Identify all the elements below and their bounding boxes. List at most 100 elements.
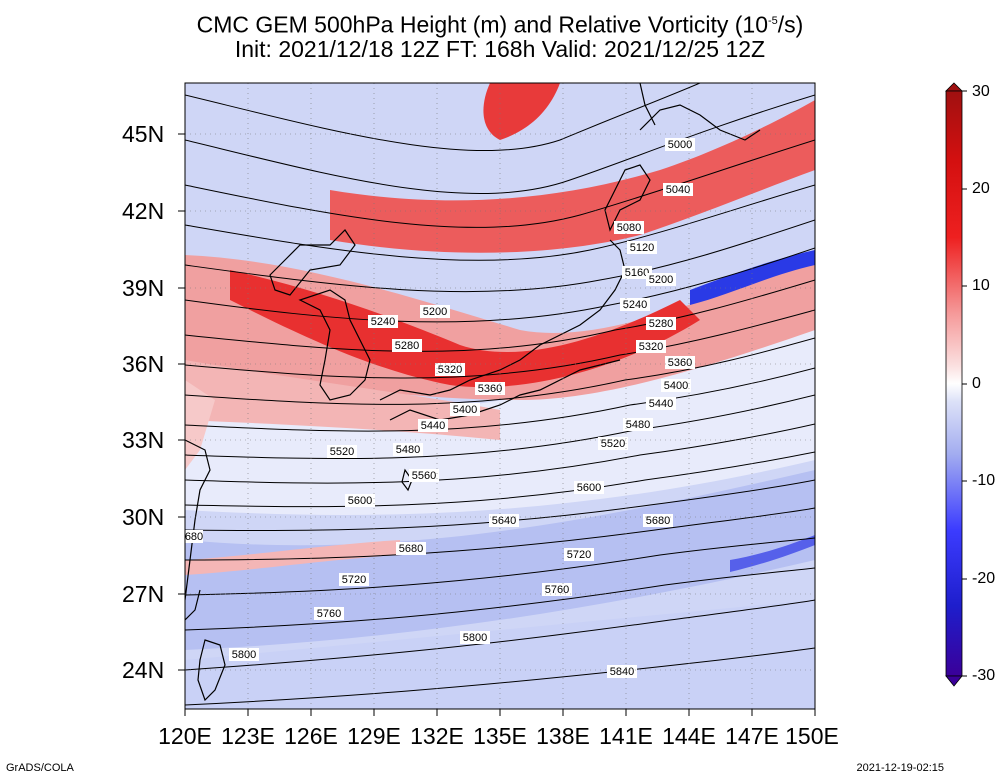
lon-label-123e: 123E xyxy=(221,723,275,749)
contour-label: 5720 xyxy=(564,548,594,561)
south-blue-band xyxy=(185,600,815,709)
lon-label-129e: 129E xyxy=(347,723,401,749)
contour-label: 5600 xyxy=(574,481,604,494)
svg-text:5520: 5520 xyxy=(601,438,625,450)
colorbar-label-0: 0 xyxy=(972,375,981,392)
contour-label: 5200 xyxy=(646,273,676,286)
svg-text:5600: 5600 xyxy=(577,482,601,494)
lon-label-126e: 126E xyxy=(284,723,338,749)
contour-labels-right: 5000 5040 5080 5120 5160 5200 5240 5280 … xyxy=(460,138,695,644)
svg-text:5440: 5440 xyxy=(649,398,673,410)
contour-label: 5800 xyxy=(460,631,490,644)
lat-label-24n: 24N xyxy=(122,657,165,683)
svg-text:5720: 5720 xyxy=(567,549,591,561)
map-title: CMC GEM 500hPa Height (m) and Relative V… xyxy=(196,11,804,38)
contour-label: 5640 xyxy=(489,514,519,527)
contour-label: 5360 xyxy=(475,382,505,395)
contour-label: 5400 xyxy=(661,379,691,392)
northern-jet-belt xyxy=(330,100,815,253)
contour-label: 5760 xyxy=(314,607,344,620)
svg-text:5840: 5840 xyxy=(610,666,634,678)
colorbar xyxy=(945,82,967,687)
svg-text:5760: 5760 xyxy=(317,608,341,620)
contour-label: 5240 xyxy=(620,298,650,311)
svg-text:5560: 5560 xyxy=(412,470,436,482)
axis-ticks xyxy=(178,133,816,716)
svg-text:5200: 5200 xyxy=(423,306,447,318)
colorbar-top-arrow xyxy=(945,82,963,92)
software-credit: GrADS/COLA xyxy=(6,762,74,774)
contour-label: 5080 xyxy=(614,221,644,234)
colorbar-gradient xyxy=(945,90,963,677)
lon-label-141e: 141E xyxy=(599,723,653,749)
contour-label: 5440 xyxy=(646,397,676,410)
svg-text:5240: 5240 xyxy=(371,316,395,328)
contour-label: 5400 xyxy=(450,403,480,416)
svg-text:5320: 5320 xyxy=(438,364,462,376)
lat-label-36n: 36N xyxy=(122,351,165,377)
svg-text:5400: 5400 xyxy=(453,404,477,416)
coastlines xyxy=(185,83,761,702)
subtropical-streak xyxy=(185,540,400,575)
colorbar-label-30: 30 xyxy=(972,83,990,100)
lat-label-42n: 42N xyxy=(122,198,165,224)
svg-text:5640: 5640 xyxy=(492,515,516,527)
svg-text:5120: 5120 xyxy=(630,242,654,254)
contour-label: 5520 xyxy=(327,445,357,458)
svg-text:5680: 5680 xyxy=(646,515,670,527)
contour-label: 5040 xyxy=(663,183,693,196)
lon-label-132e: 132E xyxy=(410,723,464,749)
vorticity-belt-outer xyxy=(185,255,815,400)
svg-text:5800: 5800 xyxy=(463,632,487,644)
svg-text:5720: 5720 xyxy=(342,574,366,586)
svg-text:5160: 5160 xyxy=(625,267,649,279)
colorbar-label-10: 10 xyxy=(972,277,990,294)
contour-label: 5320 xyxy=(636,340,666,353)
height-contours xyxy=(185,83,815,706)
contour-label: 5320 xyxy=(435,363,465,376)
contour-label: 5280 xyxy=(392,339,422,352)
contour-label: 5280 xyxy=(646,317,676,330)
lon-label-147e: 147E xyxy=(725,723,779,749)
generated-timestamp: 2021-12-19-02:15 xyxy=(856,762,944,774)
svg-text:5480: 5480 xyxy=(396,444,420,456)
contour-label: 5160 xyxy=(622,266,652,279)
svg-text:5000: 5000 xyxy=(668,139,692,151)
colorbar-label-neg30: -30 xyxy=(972,667,996,684)
contour-label: 5480 xyxy=(393,443,423,456)
contour-label: 5680 xyxy=(643,514,673,527)
colorbar-label-neg20: -20 xyxy=(972,570,996,587)
lat-label-27n: 27N xyxy=(122,581,165,607)
lat-label-45n: 45N xyxy=(122,121,165,147)
lon-label-138e: 138E xyxy=(536,723,590,749)
blue-streak-south xyxy=(730,535,815,572)
svg-text:5520: 5520 xyxy=(330,446,354,458)
contour-labels-left: 5200 5240 5280 5320 5360 5400 5440 5480 … xyxy=(185,305,637,678)
contour-label: 5760 xyxy=(542,583,572,596)
map-field xyxy=(185,83,815,709)
colorbar-bottom-arrow xyxy=(945,675,963,687)
lon-label-144e: 144E xyxy=(662,723,716,749)
lon-label-150e: 150E xyxy=(785,723,839,749)
svg-text:5280: 5280 xyxy=(649,318,673,330)
contour-label: 5000 xyxy=(665,138,695,151)
contour-label: 5200 xyxy=(420,305,450,318)
lon-label-120e: 120E xyxy=(158,723,212,749)
svg-text:5600: 5600 xyxy=(348,495,372,507)
svg-text:5480: 5480 xyxy=(626,419,650,431)
svg-text:5680: 5680 xyxy=(399,543,423,555)
svg-text:5440: 5440 xyxy=(421,420,445,432)
svg-text:5800: 5800 xyxy=(232,649,256,661)
contour-label: 5360 xyxy=(665,356,695,369)
contour-label: 5840 xyxy=(607,665,637,678)
contour-label: 5240 xyxy=(368,315,398,328)
contour-label: 5600 xyxy=(345,494,375,507)
svg-text:680: 680 xyxy=(185,531,203,543)
contour-label: 5520 xyxy=(598,437,628,450)
contour-label: 680 xyxy=(185,530,203,543)
vorticity-belt-core xyxy=(230,270,700,388)
lat-label-39n: 39N xyxy=(122,275,165,301)
contour-label: 5720 xyxy=(339,573,369,586)
svg-text:5360: 5360 xyxy=(478,383,502,395)
